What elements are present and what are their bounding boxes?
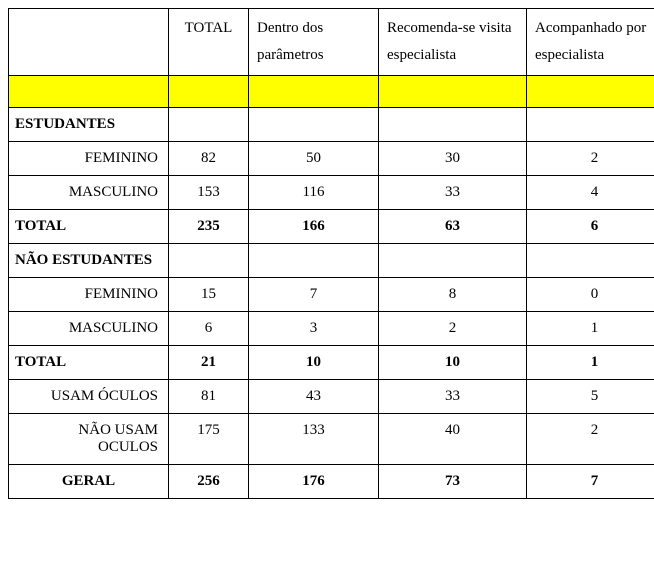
header-row: TOTAL Dentro dos parâmetros Recomenda-se… <box>9 9 654 76</box>
cell-total: 15 <box>169 278 249 312</box>
cell-total: 81 <box>169 380 249 414</box>
cell-acomp: 6 <box>527 210 654 244</box>
blank-cell <box>249 244 379 278</box>
usam-row: USAM ÓCULOS 81 43 33 5 <box>9 380 654 414</box>
cell-total: 256 <box>169 465 249 499</box>
blank-cell <box>169 244 249 278</box>
nao-total-row: TOTAL 21 10 10 1 <box>9 346 654 380</box>
cell-dentro: 10 <box>249 346 379 380</box>
cell-acomp: 1 <box>527 312 654 346</box>
cell-total: 21 <box>169 346 249 380</box>
cell-recomenda: 30 <box>379 142 527 176</box>
estudantes-fem-row: FEMININO 82 50 30 2 <box>9 142 654 176</box>
cell-acomp: 0 <box>527 278 654 312</box>
cell-dentro: 116 <box>249 176 379 210</box>
cell-acomp: 7 <box>527 465 654 499</box>
yellow-cell <box>527 76 654 108</box>
estudantes-header-row: ESTUDANTES <box>9 108 654 142</box>
cell-dentro: 43 <box>249 380 379 414</box>
yellow-cell <box>169 76 249 108</box>
cell-acomp: 4 <box>527 176 654 210</box>
nao-fem-row: FEMININO 15 7 8 0 <box>9 278 654 312</box>
cell-acomp: 2 <box>527 142 654 176</box>
header-acomp: Acompanhado por especialista <box>527 9 654 76</box>
yellow-cell <box>249 76 379 108</box>
cell-recomenda: 33 <box>379 380 527 414</box>
cell-recomenda: 8 <box>379 278 527 312</box>
cell-acomp: 5 <box>527 380 654 414</box>
header-total: TOTAL <box>169 9 249 76</box>
row-label: FEMININO <box>9 278 169 312</box>
cell-recomenda: 63 <box>379 210 527 244</box>
cell-total: 235 <box>169 210 249 244</box>
blank-cell <box>249 108 379 142</box>
cell-acomp: 2 <box>527 414 654 465</box>
row-label: TOTAL <box>9 346 169 380</box>
cell-total: 153 <box>169 176 249 210</box>
row-label: TOTAL <box>9 210 169 244</box>
blank-cell <box>379 244 527 278</box>
blank-cell <box>379 108 527 142</box>
cell-total: 82 <box>169 142 249 176</box>
estudantes-masc-row: MASCULINO 153 116 33 4 <box>9 176 654 210</box>
cell-acomp: 1 <box>527 346 654 380</box>
blank-cell <box>169 108 249 142</box>
data-table: TOTAL Dentro dos parâmetros Recomenda-se… <box>8 8 654 499</box>
cell-dentro: 50 <box>249 142 379 176</box>
estudantes-header: ESTUDANTES <box>9 108 169 142</box>
estudantes-total-row: TOTAL 235 166 63 6 <box>9 210 654 244</box>
cell-total: 6 <box>169 312 249 346</box>
nao-masc-row: MASCULINO 6 3 2 1 <box>9 312 654 346</box>
geral-row: GERAL 256 176 73 7 <box>9 465 654 499</box>
nao-estudantes-header-row: NÃO ESTUDANTES <box>9 244 654 278</box>
cell-dentro: 3 <box>249 312 379 346</box>
cell-recomenda: 2 <box>379 312 527 346</box>
cell-recomenda: 10 <box>379 346 527 380</box>
header-recomenda: Recomenda-se visita especialista <box>379 9 527 76</box>
row-label: MASCULINO <box>9 176 169 210</box>
cell-recomenda: 73 <box>379 465 527 499</box>
yellow-cell <box>379 76 527 108</box>
row-label: USAM ÓCULOS <box>9 380 169 414</box>
cell-recomenda: 40 <box>379 414 527 465</box>
yellow-row <box>9 76 654 108</box>
cell-total: 175 <box>169 414 249 465</box>
cell-dentro: 7 <box>249 278 379 312</box>
blank-cell <box>527 244 654 278</box>
row-label: MASCULINO <box>9 312 169 346</box>
yellow-cell <box>9 76 169 108</box>
cell-recomenda: 33 <box>379 176 527 210</box>
cell-dentro: 133 <box>249 414 379 465</box>
blank-cell <box>527 108 654 142</box>
row-label: FEMININO <box>9 142 169 176</box>
cell-dentro: 176 <box>249 465 379 499</box>
header-blank <box>9 9 169 76</box>
cell-dentro: 166 <box>249 210 379 244</box>
nao-usam-row: NÃO USAM OCULOS 175 133 40 2 <box>9 414 654 465</box>
row-label: NÃO USAM OCULOS <box>9 414 169 465</box>
header-dentro: Dentro dos parâmetros <box>249 9 379 76</box>
row-label: GERAL <box>9 465 169 499</box>
nao-estudantes-header: NÃO ESTUDANTES <box>9 244 169 278</box>
